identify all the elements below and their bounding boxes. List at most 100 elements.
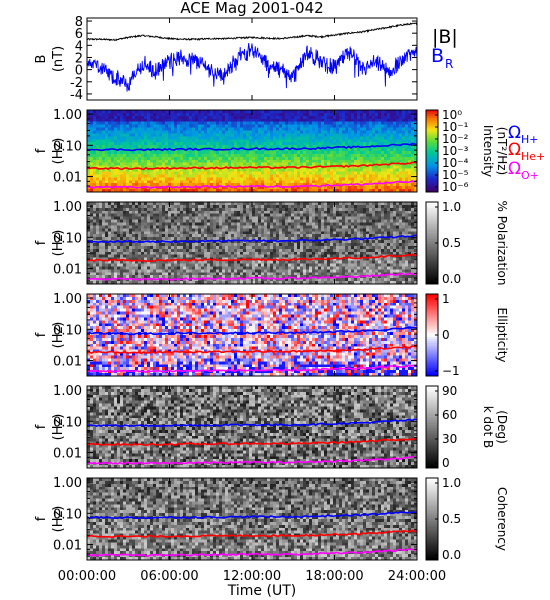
heatmap-cell <box>153 207 157 212</box>
heatmap-cell <box>171 142 175 146</box>
heatmap-cell <box>360 225 364 229</box>
heatmap-cell <box>102 171 106 176</box>
heatmap-cell <box>324 124 328 129</box>
heatmap-cell <box>225 245 229 250</box>
heatmap-cell <box>393 213 397 218</box>
heatmap-cell <box>387 118 391 123</box>
heatmap-cell <box>237 153 241 158</box>
heatmap-cell <box>216 243 220 247</box>
heatmap-cell <box>147 127 151 132</box>
heatmap-cell <box>351 210 355 215</box>
heatmap-cell <box>381 130 385 135</box>
heatmap-cell <box>228 153 232 158</box>
heatmap-cell <box>165 168 169 173</box>
heatmap-cell <box>321 171 325 176</box>
heatmap-cell <box>201 186 205 190</box>
heatmap-cell <box>111 112 115 117</box>
heatmap-cell <box>405 240 409 244</box>
heatmap-cell <box>189 219 193 224</box>
heatmap-cell <box>384 202 388 206</box>
heatmap-cell <box>108 159 112 164</box>
heatmap-cell <box>258 118 262 123</box>
heatmap-cell <box>306 145 310 149</box>
heatmap-cell <box>189 127 193 132</box>
heatmap-cell <box>342 133 346 137</box>
heatmap-cell <box>171 162 175 167</box>
heatmap-cell <box>189 148 193 152</box>
heatmap-cell <box>333 124 337 129</box>
heatmap-cell <box>279 174 283 178</box>
heatmap-cell <box>402 145 406 149</box>
colorbar-step <box>426 146 438 150</box>
heatmap-cell <box>201 225 205 229</box>
heatmap-cell <box>180 237 184 241</box>
heatmap-cell <box>159 151 163 155</box>
heatmap-cell <box>282 207 286 212</box>
heatmap-cell <box>126 112 130 117</box>
heatmap-cell <box>399 171 403 176</box>
heatmap-cell <box>171 245 175 250</box>
heatmap-cell <box>372 174 376 178</box>
heatmap-cell <box>144 213 148 218</box>
heatmap-cell <box>279 145 283 149</box>
heatmap-cell <box>213 222 217 227</box>
heatmap-cell <box>102 124 106 129</box>
heatmap-cell <box>132 210 136 215</box>
heatmap-cell <box>345 177 349 181</box>
heatmap-cell <box>375 183 379 187</box>
heatmap-cell <box>246 142 250 146</box>
heatmap-cell <box>345 133 349 137</box>
heatmap-cell <box>342 112 346 117</box>
heatmap-cell <box>318 168 322 173</box>
heatmap-cell <box>222 130 226 135</box>
heatmap-cell <box>321 156 325 161</box>
heatmap-cell <box>255 151 259 155</box>
heatmap-cell <box>192 171 196 176</box>
heatmap-cell <box>189 171 193 176</box>
heatmap-cell <box>261 240 265 244</box>
heatmap-cell <box>270 142 274 146</box>
heatmap-cell <box>324 210 328 215</box>
heatmap-cell <box>408 213 412 218</box>
heatmap-cell <box>327 213 331 218</box>
heatmap-cell <box>222 151 226 155</box>
heatmap-cell <box>396 127 400 132</box>
heatmap-cell <box>405 136 409 140</box>
heatmap-cell <box>405 153 409 158</box>
heatmap-cell <box>189 121 193 126</box>
heatmap-cell <box>96 204 100 209</box>
heatmap-cell <box>330 171 334 176</box>
heatmap-cell <box>405 189 409 193</box>
heatmap-cell <box>240 159 244 164</box>
heatmap-cell <box>282 228 286 232</box>
heatmap-cell <box>306 124 310 129</box>
heatmap-cell <box>396 162 400 167</box>
heatmap-cell <box>213 133 217 137</box>
heatmap-cell <box>336 186 340 190</box>
heatmap-cell <box>402 245 406 250</box>
heatmap-cell <box>360 148 364 152</box>
heatmap-cell <box>375 133 379 137</box>
heatmap-cell <box>147 139 151 143</box>
heatmap-cell <box>279 216 283 221</box>
heatmap-cell <box>102 115 106 120</box>
heatmap-cell <box>126 136 130 140</box>
heatmap-cell <box>336 115 340 120</box>
heatmap-cell <box>186 207 190 212</box>
heatmap-cell <box>126 115 130 120</box>
heatmap-cell <box>93 110 97 114</box>
heatmap-cell <box>330 115 334 120</box>
heatmap-cell <box>174 189 178 193</box>
heatmap-cell <box>291 186 295 190</box>
heatmap-cell <box>141 142 145 146</box>
heatmap-cell <box>399 124 403 129</box>
heatmap-cell <box>168 243 172 247</box>
heatmap-cell <box>93 245 97 250</box>
heatmap-cell <box>171 115 175 120</box>
heatmap-cell <box>174 213 178 218</box>
heatmap-cell <box>117 159 121 164</box>
heatmap-cell <box>114 118 118 123</box>
heatmap-cell <box>144 159 148 164</box>
heatmap-cell <box>93 139 97 143</box>
heatmap-cell <box>342 177 346 181</box>
